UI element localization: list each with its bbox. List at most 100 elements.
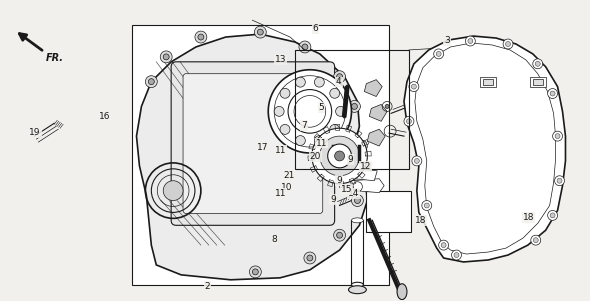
Text: 11: 11 <box>274 189 286 198</box>
Ellipse shape <box>349 286 366 294</box>
Circle shape <box>434 49 444 59</box>
Circle shape <box>337 232 343 238</box>
Circle shape <box>411 84 417 89</box>
Circle shape <box>550 91 555 96</box>
Text: 14: 14 <box>348 189 359 198</box>
Ellipse shape <box>397 284 407 299</box>
Text: 20: 20 <box>310 152 321 161</box>
Text: 19: 19 <box>29 128 41 137</box>
Circle shape <box>503 39 513 49</box>
Ellipse shape <box>352 282 363 287</box>
Circle shape <box>550 213 555 218</box>
Circle shape <box>299 41 311 53</box>
Circle shape <box>424 203 430 208</box>
Circle shape <box>553 131 562 141</box>
Text: 2: 2 <box>205 282 210 291</box>
Text: 3: 3 <box>444 36 450 45</box>
Polygon shape <box>404 36 565 262</box>
Circle shape <box>337 74 343 80</box>
Text: 6: 6 <box>313 24 319 33</box>
Text: 9: 9 <box>336 176 342 185</box>
Circle shape <box>441 243 446 248</box>
Polygon shape <box>365 80 382 97</box>
Polygon shape <box>369 104 387 121</box>
Circle shape <box>407 119 411 124</box>
Circle shape <box>468 39 473 44</box>
Text: 5: 5 <box>319 103 324 112</box>
Polygon shape <box>352 179 384 193</box>
Circle shape <box>330 125 340 134</box>
Circle shape <box>195 31 207 43</box>
Bar <box>533 79 543 85</box>
Circle shape <box>307 255 313 261</box>
Circle shape <box>404 116 414 126</box>
Bar <box>483 79 493 85</box>
FancyBboxPatch shape <box>183 74 323 213</box>
Circle shape <box>327 144 352 168</box>
Circle shape <box>253 269 258 275</box>
Circle shape <box>274 107 284 116</box>
Circle shape <box>163 54 169 60</box>
Text: 21: 21 <box>283 171 295 180</box>
Text: 12: 12 <box>359 163 371 171</box>
Text: 13: 13 <box>274 55 286 64</box>
Circle shape <box>535 61 540 66</box>
Circle shape <box>385 104 389 108</box>
Circle shape <box>302 44 308 50</box>
Circle shape <box>280 88 290 98</box>
Circle shape <box>254 26 266 38</box>
Polygon shape <box>136 34 368 280</box>
Bar <box>295 50 409 169</box>
Circle shape <box>148 79 155 85</box>
Text: 11: 11 <box>274 146 286 155</box>
Circle shape <box>451 250 461 260</box>
Circle shape <box>145 76 158 88</box>
Circle shape <box>557 178 562 183</box>
Circle shape <box>533 59 543 69</box>
Circle shape <box>352 194 363 206</box>
Circle shape <box>160 51 172 63</box>
Circle shape <box>352 104 358 109</box>
Circle shape <box>422 200 432 210</box>
Circle shape <box>506 42 510 46</box>
Circle shape <box>358 143 365 149</box>
Circle shape <box>330 88 340 98</box>
Circle shape <box>349 101 360 112</box>
Circle shape <box>466 36 476 46</box>
Circle shape <box>314 136 325 145</box>
Circle shape <box>438 240 448 250</box>
Circle shape <box>333 229 346 241</box>
Circle shape <box>436 51 441 56</box>
Circle shape <box>333 71 346 83</box>
Circle shape <box>250 266 261 278</box>
Polygon shape <box>368 129 385 146</box>
Circle shape <box>355 197 360 203</box>
Circle shape <box>335 151 345 161</box>
Circle shape <box>548 210 558 220</box>
Circle shape <box>533 238 538 243</box>
Text: 11: 11 <box>316 138 327 147</box>
Text: 17: 17 <box>257 143 268 152</box>
Circle shape <box>355 140 368 152</box>
Text: 9: 9 <box>348 155 353 164</box>
Circle shape <box>531 235 540 245</box>
Circle shape <box>198 34 204 40</box>
Bar <box>530 77 546 87</box>
Text: 9: 9 <box>330 195 336 204</box>
Text: 7: 7 <box>301 121 307 130</box>
Text: FR.: FR. <box>45 53 63 63</box>
Text: 15: 15 <box>340 185 352 194</box>
Circle shape <box>312 128 368 184</box>
Circle shape <box>555 176 565 186</box>
Circle shape <box>409 82 419 92</box>
Bar <box>480 77 496 87</box>
Circle shape <box>414 158 419 163</box>
Circle shape <box>296 77 305 87</box>
Text: 18: 18 <box>415 216 427 225</box>
Circle shape <box>314 77 325 87</box>
Circle shape <box>257 29 263 35</box>
Text: 8: 8 <box>271 235 277 244</box>
Text: 10: 10 <box>280 183 292 192</box>
Circle shape <box>336 107 346 116</box>
Text: 4: 4 <box>336 77 342 86</box>
